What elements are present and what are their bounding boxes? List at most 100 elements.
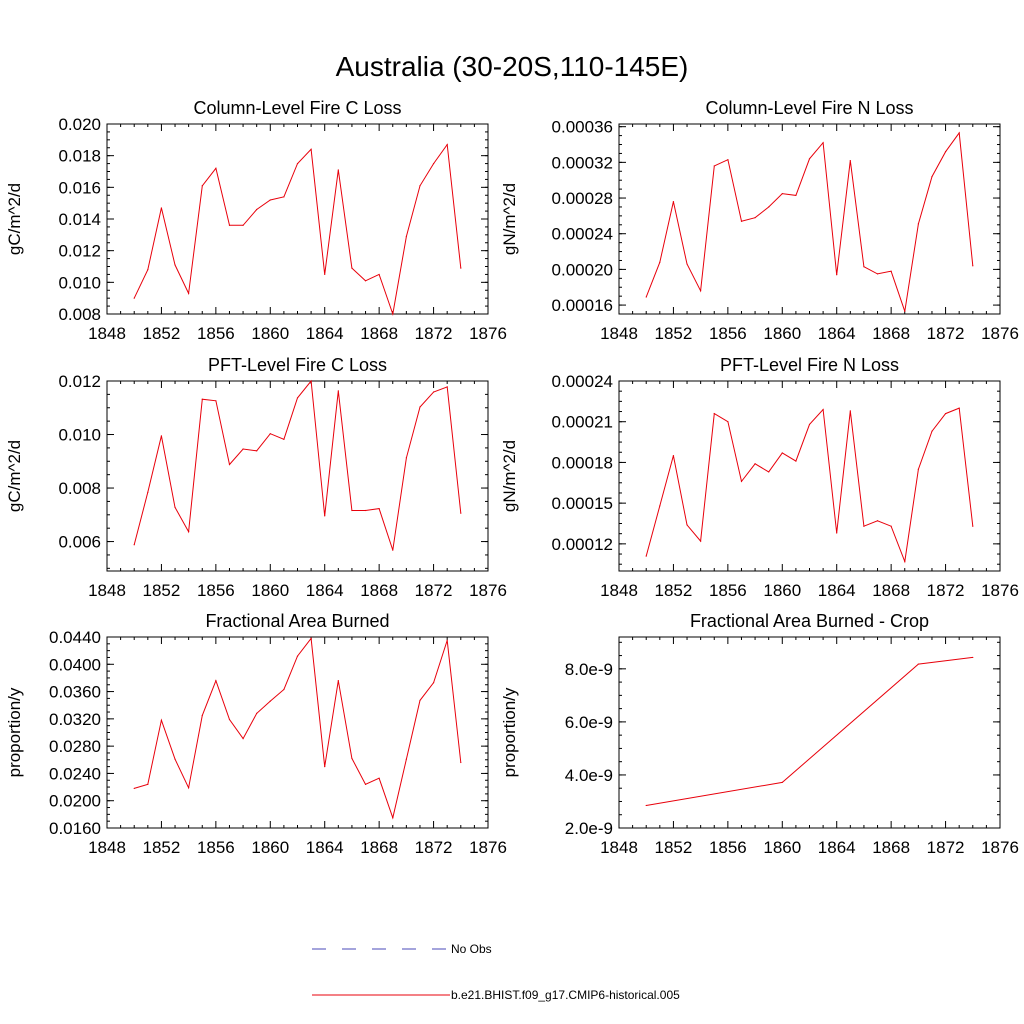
y-tick-label: 0.0320 [49,710,101,729]
data-point [283,438,285,440]
y-tick-label: 0.018 [58,147,101,166]
data-point [768,471,770,473]
x-tick-label: 1856 [197,324,235,343]
x-tick-label: 1856 [197,838,235,857]
x-tick-label: 1848 [600,838,638,857]
x-tick-label: 1868 [360,838,398,857]
data-point [269,199,271,201]
data-point [174,758,176,760]
data-point [215,680,217,682]
y-tick-label: 0.0240 [49,764,101,783]
data-point [713,412,715,415]
y-tick-label: 0.006 [58,533,101,552]
data-point [188,787,190,789]
data-point [972,265,974,267]
y-tick-label: 0.014 [58,210,101,229]
x-tick-label: 1852 [655,838,693,857]
data-point [713,165,715,167]
legend: No Obs b.e21.BHIST.f09_g17.CMIP6-histori… [312,942,680,1002]
x-tick-label: 1864 [306,838,344,857]
plot-frame [618,380,1001,572]
data-point [754,463,756,465]
y-tick-label: 0.016 [58,178,101,197]
panel-3: PFT-Level Fire C Loss 1848 1852 1856 1860 186… [5,355,507,600]
y-tick-label: 8.0e-9 [565,660,613,679]
data-point [324,515,326,517]
data-point [201,185,203,187]
x-tick-label: 1872 [927,838,965,857]
data-point [364,280,367,282]
data-point [700,540,702,542]
x-tick-label: 1872 [415,324,453,343]
data-point [392,313,394,315]
y-tick-label: 0.0200 [49,792,101,811]
data-point [405,758,407,760]
data-point [890,525,892,527]
data-point [917,663,919,665]
x-tick-label: 1852 [143,581,181,600]
data-point [228,224,231,226]
data-point [768,206,770,208]
data-point [917,223,919,225]
data-point [645,296,647,298]
data-point [822,142,824,144]
panel-title: Fractional Area Burned - Crop [690,611,929,631]
x-tick-label: 1864 [818,838,856,857]
data-point [446,386,448,388]
x-tick-label: 1848 [600,324,638,343]
data-point [432,162,435,165]
data-point [378,508,380,510]
x-tick-label: 1872 [927,581,965,600]
y-tick-label: 0.0360 [49,683,101,702]
data-point [201,714,203,717]
data-point [351,757,353,760]
y-axis-label: proportion/y [5,687,24,777]
x-tick-label: 1868 [872,838,910,857]
data-point [174,506,176,508]
data-point [392,817,394,819]
data-point [740,480,743,483]
data-point [269,700,271,702]
panel-title: Column-Level Fire C Loss [193,98,401,118]
data-point [283,688,285,691]
x-tick-label: 1876 [469,838,507,857]
data-point [686,524,688,526]
x-tick-label: 1860 [763,581,801,600]
data-point [310,148,312,150]
x-tick-label: 1860 [251,324,289,343]
data-point [351,267,353,269]
x-tick-label: 1864 [818,324,856,343]
x-tick-label: 1876 [981,581,1019,600]
data-point [337,169,339,171]
y-tick-label: 0.00036 [552,118,613,137]
data-point [460,267,462,269]
y-tick-label: 0.010 [58,426,101,445]
x-tick-label: 1852 [655,581,693,600]
data-point [228,463,231,466]
data-point [781,781,783,783]
plot-frame [106,636,489,829]
data-point [133,787,135,790]
x-tick-label: 1856 [709,324,747,343]
panels: Column-Level Fire C Loss 1848 1852 1856 1860… [5,98,1019,857]
data-point [324,273,326,276]
panel-2: Column-Level Fire N Loss 1848 1852 1856 1860… [500,98,1019,343]
data-point [256,712,258,715]
data-point [876,520,879,522]
data-point [378,273,380,276]
y-tick-label: 0.00024 [552,372,613,391]
series-line [133,143,462,316]
x-tick-label: 1868 [872,581,910,600]
data-point [958,132,960,134]
data-point [740,220,743,222]
y-tick-label: 0.012 [58,372,101,391]
x-tick-label: 1860 [763,324,801,343]
data-point [672,201,675,203]
x-tick-label: 1848 [600,581,638,600]
series-line [646,656,973,806]
data-point [863,266,865,268]
series-line [133,379,462,551]
data-point [256,208,258,211]
y-axis-label: gC/m^2/d [5,440,24,512]
x-tick-label: 1876 [981,324,1019,343]
